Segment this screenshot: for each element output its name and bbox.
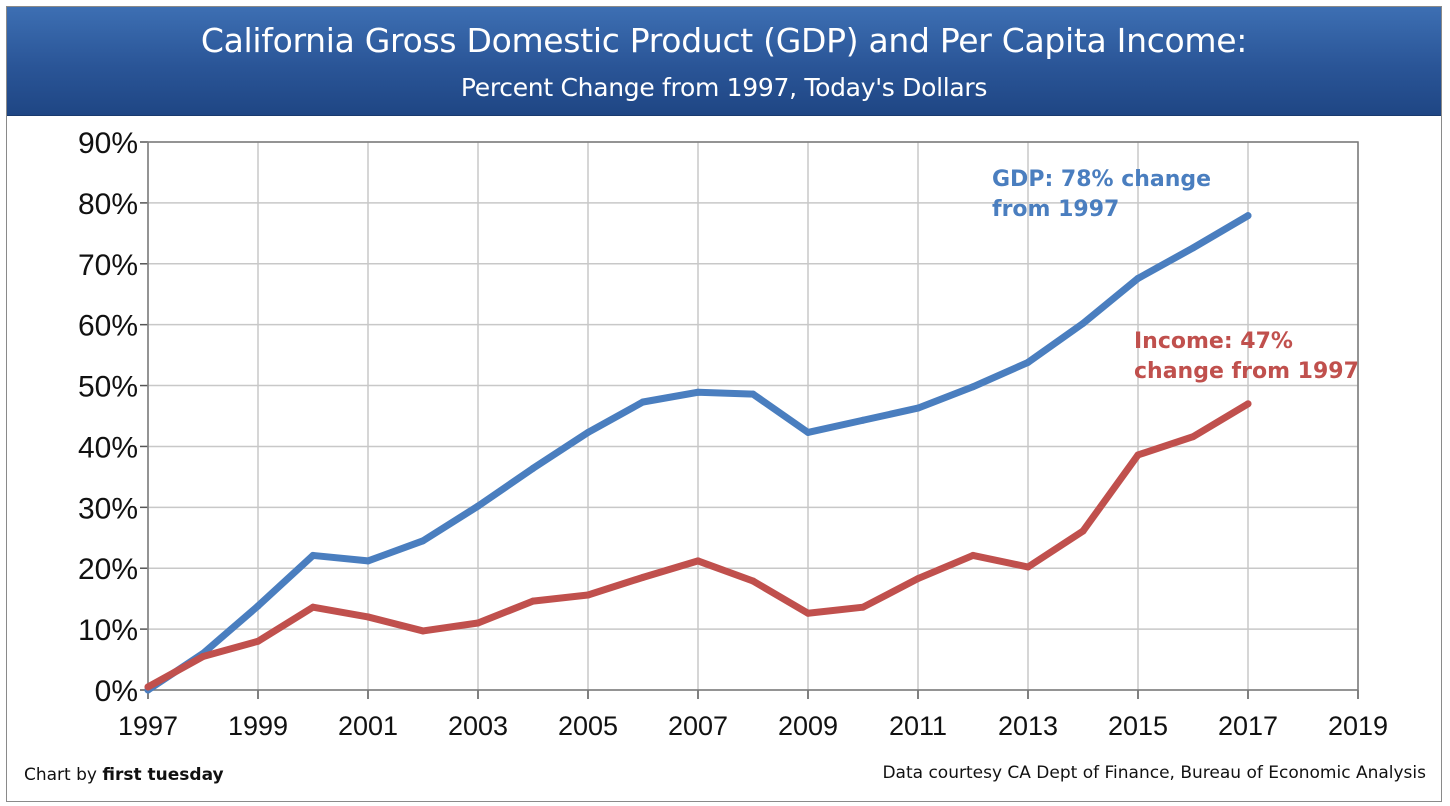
gdp-data-point (309, 551, 317, 559)
x-tick-label: 2007 (668, 711, 728, 741)
chart-subtitle: Percent Change from 1997, Today's Dollar… (460, 73, 988, 102)
gdp-data-point (254, 602, 262, 610)
gdp-data-point (474, 502, 482, 510)
y-tick-label: 30% (78, 492, 138, 525)
gdp-data-point (694, 388, 702, 396)
y-tick-label: 70% (78, 249, 138, 282)
income-data-point (1024, 563, 1032, 571)
x-tick-label: 2009 (778, 711, 838, 741)
gdp-data-point (364, 557, 372, 565)
x-tick-label: 2013 (998, 711, 1058, 741)
gdp-data-point (419, 537, 427, 545)
gdp-data-point (1079, 319, 1087, 327)
x-tick-label: 1999 (228, 711, 288, 741)
gdp-data-point (1134, 274, 1142, 282)
gdp-annotation-line: GDP: 78% change (992, 167, 1211, 192)
income-data-point (309, 603, 317, 611)
income-data-point (749, 577, 757, 585)
x-tick-label: 2001 (338, 711, 398, 741)
y-tick-label: 40% (78, 431, 138, 464)
gdp-data-point (639, 398, 647, 406)
gdp-data-point (804, 428, 812, 436)
income-data-point (859, 603, 867, 611)
gdp-data-point (1024, 358, 1032, 366)
y-tick-label: 50% (78, 371, 138, 404)
credit-prefix: Chart by (24, 765, 103, 785)
income-data-point (1244, 400, 1252, 408)
y-tick-label: 0% (95, 675, 138, 708)
income-data-point (1189, 433, 1197, 441)
data-source: Data courtesy CA Dept of Finance, Bureau… (882, 763, 1426, 783)
income-data-point (584, 591, 592, 599)
income-data-point (694, 557, 702, 565)
y-tick-label: 90% (78, 127, 138, 160)
income-annotation-line: Income: 47% (1134, 329, 1293, 354)
chart-title: California Gross Domestic Product (GDP) … (200, 21, 1248, 60)
x-tick-label: 2003 (448, 711, 508, 741)
income-data-point (199, 653, 207, 661)
credit-name: first tuesday (102, 765, 224, 785)
chart-credit: Chart by first tuesday (24, 765, 224, 785)
gdp-data-point (749, 390, 757, 398)
income-data-point (419, 627, 427, 635)
plot-area-border (147, 141, 1359, 691)
y-tick-label: 20% (78, 553, 138, 586)
income-data-point (1134, 451, 1142, 459)
income-annotation-line: change from 1997 (1134, 359, 1359, 384)
gdp-data-point (529, 464, 537, 472)
gdp-data-point (914, 404, 922, 412)
gdp-data-point (584, 428, 592, 436)
gdp-data-point (859, 416, 867, 424)
x-tick-label: 2005 (558, 711, 618, 741)
x-tick-label: 2015 (1108, 711, 1168, 741)
income-data-point (529, 597, 537, 605)
gdp-data-point (969, 383, 977, 391)
income-data-point (804, 609, 812, 617)
x-tick-label: 2017 (1218, 711, 1278, 741)
y-tick-label: 80% (78, 188, 138, 221)
x-tick-label: 2011 (889, 711, 947, 741)
income-data-point (254, 637, 262, 645)
income-data-point (1079, 527, 1087, 535)
income-data-point (364, 613, 372, 621)
y-tick-label: 10% (78, 614, 138, 647)
gdp-annotation-line: from 1997 (992, 197, 1119, 222)
income-data-point (639, 573, 647, 581)
chart-frame: California Gross Domestic Product (GDP) … (6, 6, 1442, 802)
income-data-point (474, 619, 482, 627)
x-tick-label: 2019 (1328, 711, 1388, 741)
y-tick-label: 60% (78, 310, 138, 343)
income-data-point (144, 683, 152, 691)
gdp-data-point (1189, 244, 1197, 252)
x-tick-label: 1997 (118, 711, 178, 741)
gdp-data-point (1244, 212, 1252, 220)
chart-header: California Gross Domestic Product (GDP) … (7, 7, 1441, 116)
income-data-point (969, 551, 977, 559)
income-data-point (914, 575, 922, 583)
